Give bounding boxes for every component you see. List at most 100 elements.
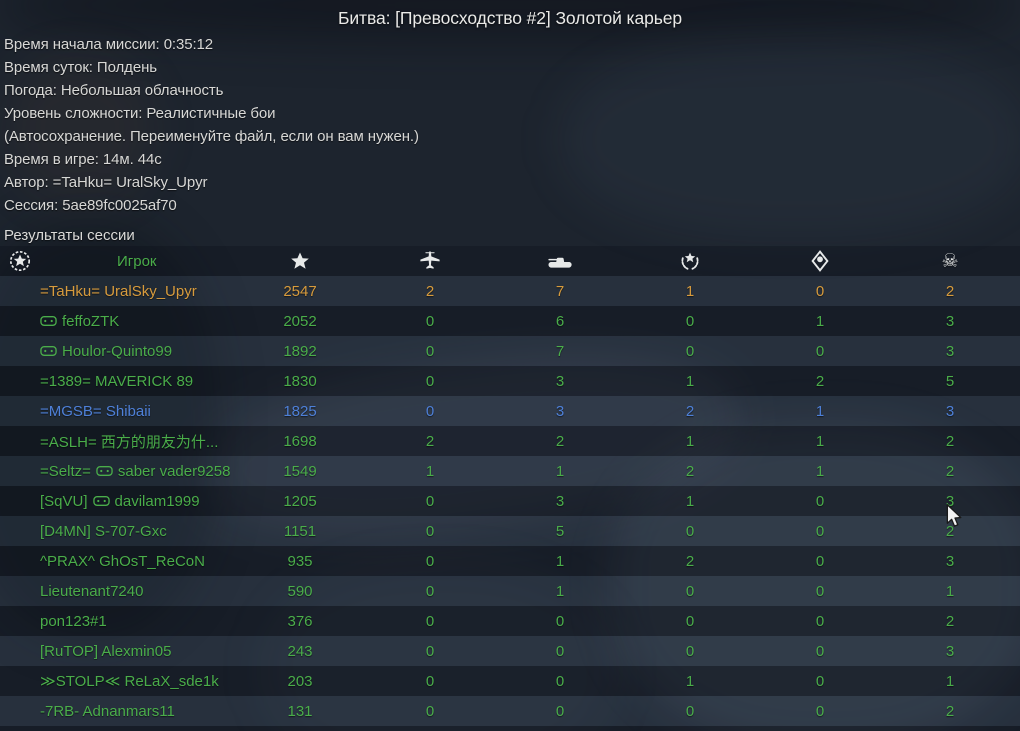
score-cell: 935 (287, 552, 313, 570)
assists-cell: 0 (685, 642, 695, 660)
table-row[interactable]: [RuTOP] Alexmin05 243 0 0 0 0 3 (0, 636, 1020, 666)
score-cell: 1698 (283, 432, 317, 450)
table-row[interactable]: Houlor-Quinto99 1892 0 7 0 0 3 (0, 336, 1020, 366)
ground-cell: 0 (555, 612, 565, 630)
mission-info-line: (Автосохранение. Переименуйте файл, если… (4, 128, 419, 145)
place-column-header (0, 250, 40, 272)
deaths-cell: 1 (945, 582, 955, 600)
air-cell: 0 (425, 522, 435, 540)
gamepad-icon (40, 345, 57, 357)
session-results-label: Результаты сессии (4, 227, 135, 244)
table-row[interactable]: =1389= MAVERICK 89 1830 0 3 1 2 5 (0, 366, 1020, 396)
captures-cell: 0 (815, 492, 825, 510)
player-name-cell[interactable]: feffoZTK (40, 313, 235, 330)
tank-icon (548, 253, 572, 270)
player-name-text: davilam1999 (114, 492, 200, 510)
table-row[interactable]: ^PRAX^ GhOsT_ReCoN 935 0 1 2 0 3 (0, 546, 1020, 576)
air-cell: 0 (425, 642, 435, 660)
ground-cell: 1 (555, 582, 565, 600)
ground-cell: 3 (555, 492, 565, 510)
ground-cell: 3 (555, 402, 565, 420)
assists-cell: 1 (685, 492, 695, 510)
captures-cell: 0 (815, 282, 825, 300)
deaths-cell: 2 (945, 432, 955, 450)
assists-cell: 1 (685, 372, 695, 390)
player-name-cell[interactable]: =TaHku= UralSky_Upyr (40, 283, 235, 300)
ground-cell: 2 (555, 432, 565, 450)
table-row[interactable]: =ASLH= 西方的朋友为什... 1698 2 2 1 1 2 (0, 426, 1020, 456)
captures-cell: 0 (815, 672, 825, 690)
ground-cell: 6 (555, 312, 565, 330)
table-row[interactable]: -7RB- Adnanmars11 131 0 0 0 0 2 (0, 696, 1020, 726)
plane-icon (419, 250, 441, 272)
assists-cell: 2 (685, 552, 695, 570)
ground-cell: 7 (555, 342, 565, 360)
player-name-cell[interactable]: =MGSB= Shibaii (40, 403, 235, 420)
captures-cell: 0 (815, 702, 825, 720)
player-name-cell[interactable]: [RuTOP] Alexmin05 (40, 643, 235, 660)
player-name-cell[interactable]: =Seltz= saber vader9258 (40, 463, 235, 480)
table-row[interactable]: =MGSB= Shibaii 1825 0 3 2 1 3 (0, 396, 1020, 426)
player-column-label: Игрок (117, 252, 157, 270)
air-kills-column-header (365, 250, 495, 272)
ground-cell: 1 (555, 462, 565, 480)
player-name-text: ^PRAX^ GhOsT_ReCoN (40, 552, 205, 570)
gamepad-icon (96, 465, 113, 477)
table-row[interactable]: =TaHku= UralSky_Upyr 2547 2 7 1 0 2 (0, 276, 1020, 306)
player-name-cell[interactable]: [SqVU] davilam1999 (40, 493, 235, 510)
player-name-cell[interactable]: ≫STOLP≪ ReLaX_sde1k (40, 672, 235, 690)
player-name-cell[interactable]: [D4MN] S-707-Gxc (40, 523, 235, 540)
player-name-cell[interactable]: =ASLH= 西方的朋友为什... (40, 431, 235, 452)
mission-info-line: Время суток: Полдень (4, 59, 157, 76)
table-row[interactable]: Lieutenant7240 590 0 1 0 0 1 (0, 576, 1020, 606)
mission-info: Время начала миссии: 0:35:12 Время суток… (4, 33, 419, 217)
deaths-cell: 2 (945, 612, 955, 630)
mission-info-line: Время в игре: 14м. 44с (4, 151, 162, 168)
assists-cell: 0 (685, 582, 695, 600)
ground-kills-column-header (495, 253, 625, 270)
score-cell: 2052 (283, 312, 317, 330)
player-name-cell[interactable]: Lieutenant7240 (40, 583, 235, 600)
assists-cell: 0 (685, 342, 695, 360)
player-name-cell[interactable]: =1389= MAVERICK 89 (40, 373, 235, 390)
deaths-cell: 2 (945, 702, 955, 720)
captures-cell: 1 (815, 462, 825, 480)
table-row[interactable]: ≫STOLP≪ ReLaX_sde1k 203 0 0 1 0 1 (0, 666, 1020, 696)
air-cell: 0 (425, 342, 435, 360)
air-cell: 0 (425, 552, 435, 570)
player-name-cell[interactable]: Houlor-Quinto99 (40, 343, 235, 360)
score-column-header (235, 251, 365, 271)
player-name-text: Lieutenant7240 (40, 582, 144, 600)
player-name-text: =TaHku= UralSky_Upyr (40, 282, 197, 300)
score-cell: 1830 (283, 372, 317, 390)
table-row[interactable]: feffoZTK 2052 0 6 0 1 3 (0, 306, 1020, 336)
session-results-table: Игрок (0, 246, 1020, 731)
player-name-cell[interactable]: ^PRAX^ GhOsT_ReCoN (40, 553, 235, 570)
player-name-text: Houlor-Quinto99 (62, 342, 173, 360)
table-row[interactable]: [D4MN] S-707-Gxc 1151 0 5 0 0 2 (0, 516, 1020, 546)
mouse-cursor (946, 504, 963, 534)
player-name-cell[interactable]: -7RB- Adnanmars11 (40, 703, 235, 720)
assists-cell: 2 (685, 402, 695, 420)
deaths-cell: 2 (945, 462, 955, 480)
air-cell: 0 (425, 582, 435, 600)
table-row[interactable]: pon123#1 376 0 0 0 0 2 (0, 606, 1020, 636)
table-row[interactable]: =Seltz= saber vader9258 1549 1 1 2 1 2 (0, 456, 1020, 486)
captures-cell: 0 (815, 642, 825, 660)
captures-cell: 0 (815, 552, 825, 570)
deaths-cell: 2 (945, 522, 955, 540)
assists-cell: 1 (685, 282, 695, 300)
score-cell: 1892 (283, 342, 317, 360)
air-cell: 0 (425, 402, 435, 420)
air-cell: 0 (425, 492, 435, 510)
player-name-text: =1389= MAVERICK 89 (40, 372, 194, 390)
air-cell: 0 (425, 372, 435, 390)
assists-cell: 0 (685, 312, 695, 330)
assists-cell: 0 (685, 522, 695, 540)
player-column-header: Игрок (40, 253, 235, 270)
star-wreath-icon (9, 250, 31, 272)
ground-cell: 5 (555, 522, 565, 540)
player-name-cell[interactable]: pon123#1 (40, 613, 235, 630)
table-row[interactable]: [SqVU] davilam1999 1205 0 3 1 0 3 (0, 486, 1020, 516)
